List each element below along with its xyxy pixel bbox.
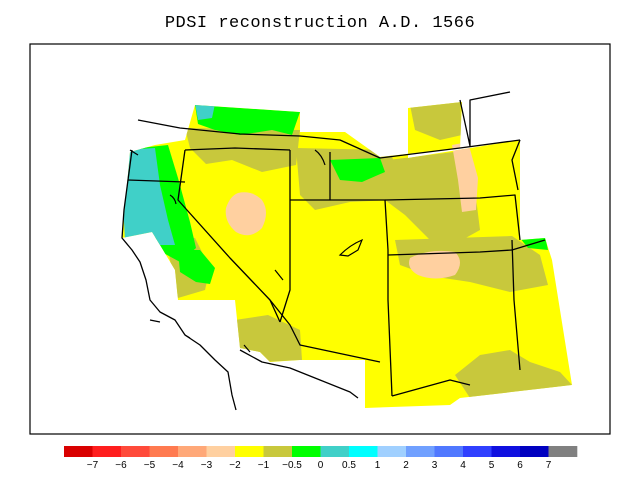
colorbar-swatch	[349, 446, 378, 457]
colorbar-swatch	[520, 446, 549, 457]
colorbar-tick-label: 4	[460, 460, 466, 471]
border-north	[137, 119, 381, 159]
moderate-patch-arizona	[235, 315, 302, 362]
colorbar-swatch	[377, 446, 407, 457]
colorbar-tick-label: −5	[144, 460, 156, 471]
baja-islands	[149, 319, 251, 353]
colorbar: −7 −6 −5 −4 −3 −2 −1 −0.5 0 0.5 1 2 3 4 5 6 7	[64, 446, 578, 471]
colorbar-tick-label: 7	[546, 460, 552, 471]
dry-patch-colorado	[409, 250, 460, 279]
colorbar-swatch	[92, 446, 122, 457]
puget-sound	[129, 149, 139, 156]
colorbar-swatch	[178, 446, 207, 457]
colorbar-swatch	[149, 446, 179, 457]
lakes	[129, 149, 364, 353]
colorbar-tick-label: −7	[87, 460, 99, 471]
border-oregon-south	[127, 179, 186, 183]
moderate-patch-nebraska	[385, 150, 480, 240]
yellowstone-lake	[314, 149, 326, 166]
colorbar-swatch	[263, 446, 293, 457]
dry-patch-dakota	[452, 142, 478, 212]
border-nm-tx	[391, 379, 471, 397]
normal-patch-cal	[178, 250, 215, 284]
colorbar-tick-label: −4	[172, 460, 184, 471]
normal-patch-wyoming	[330, 158, 385, 182]
map-title: PDSI reconstruction A.D. 1566	[164, 14, 476, 33]
colorbar-tick-label: 3	[432, 460, 438, 471]
colorbar-swatch	[463, 446, 492, 457]
border-ne	[379, 139, 521, 159]
great-salt-lake	[338, 238, 364, 257]
colorbar-tick-label: 2	[403, 460, 409, 471]
border-az-nm	[387, 249, 513, 256]
colorbar-tick-label: 1	[375, 460, 381, 471]
lake-mead	[274, 269, 284, 281]
pacific-coastline	[121, 149, 237, 411]
wet-patch-nw-corner	[195, 103, 215, 120]
colorbar-swatch	[491, 446, 521, 457]
colorbar-tick-label: 0	[318, 460, 324, 471]
border-co-ks	[511, 239, 521, 371]
border-mt-ne	[511, 139, 521, 191]
normal-patch-washington	[195, 105, 300, 135]
border-dakota-line	[459, 91, 511, 147]
colorbar-tick-label: −2	[229, 460, 241, 471]
colorbar-tick-label: −3	[201, 460, 213, 471]
boundaries	[121, 91, 546, 411]
pdsi-field	[122, 102, 572, 408]
border-nevada-utah	[279, 150, 291, 323]
colorbar-tick-label: 5	[489, 460, 495, 471]
colorbar-tick-label: 0.5	[342, 460, 356, 471]
border-utah-co	[330, 199, 393, 397]
border-az-south	[269, 299, 381, 363]
moderate-patch-montana	[410, 102, 462, 140]
colorbar-swatch	[406, 446, 435, 457]
dry-patch-idaho	[225, 192, 266, 236]
colorbar-swatch	[292, 446, 321, 457]
lake-tahoe	[169, 194, 177, 205]
border-id-nv	[184, 147, 291, 151]
colorbar-swatch	[121, 446, 150, 457]
colorbar-swatch	[206, 446, 236, 457]
colorbar-swatch	[64, 446, 93, 457]
baja-coast	[239, 349, 359, 399]
wet-patch-pacific-coast	[122, 148, 175, 245]
colorbar-tick-label: −1	[258, 460, 270, 471]
colorbar-swatch	[320, 446, 350, 457]
colorbar-swatch	[548, 446, 578, 457]
border-ca-nv	[177, 149, 281, 323]
colorbar-swatch	[434, 446, 464, 457]
border-east	[511, 239, 546, 251]
border-wyo-ne	[384, 194, 521, 241]
colorbar-tick-label: −6	[115, 460, 127, 471]
moderate-patch-oregon	[185, 128, 300, 172]
colorbar-swatch	[235, 446, 264, 457]
moderate-patch-texas	[455, 350, 572, 398]
colorbar-tick-label: −0.5	[282, 460, 302, 471]
colorbar-tick-label: 6	[517, 460, 523, 471]
